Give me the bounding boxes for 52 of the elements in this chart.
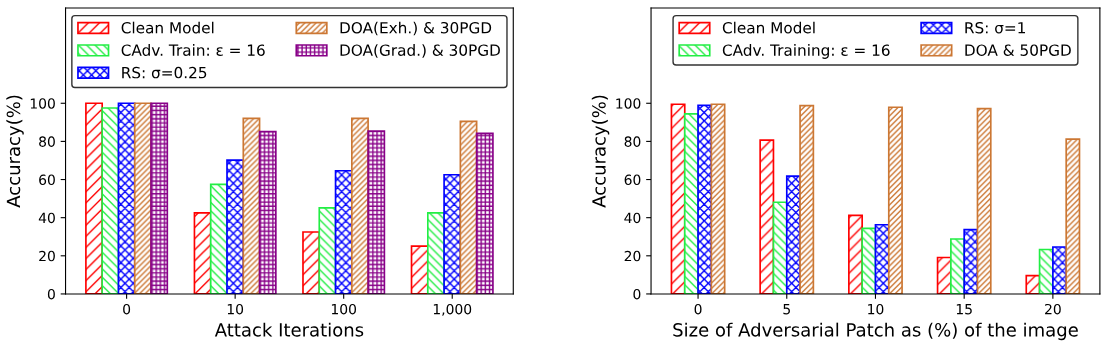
x-tick-label: 0 <box>694 303 702 315</box>
bar <box>350 117 369 294</box>
y-tick-label: 60 <box>624 174 641 186</box>
legend-label: RS: σ=1 <box>965 21 1026 34</box>
bar <box>1065 138 1081 294</box>
y-axis-title: Accuracy(%) <box>591 95 610 208</box>
x-tick-label: 1,000 <box>433 303 472 316</box>
y-tick-label: 60 <box>39 174 55 186</box>
x-tick-label: 20 <box>1045 303 1061 315</box>
legend-label: CAdv. Train: ε = 16 <box>121 44 265 56</box>
bar <box>101 107 120 294</box>
y-tick-label: 20 <box>624 250 641 262</box>
legend-label: DOA(Grad.) & 30PGD <box>340 44 500 58</box>
x-tick-label: 5 <box>783 304 790 315</box>
y-axis-title: Accuracy(%) <box>6 95 24 208</box>
y-tick-label: 80 <box>624 136 641 147</box>
x-tick-label: 0 <box>123 303 131 315</box>
legend-label: Clean Model <box>722 21 815 34</box>
bar <box>150 102 169 294</box>
bar <box>443 173 462 294</box>
x-tick-label: 15 <box>956 304 972 315</box>
bar <box>861 227 877 294</box>
bar <box>799 104 815 294</box>
y-tick-label: 40 <box>624 212 641 224</box>
y-tick-label: 40 <box>38 212 55 224</box>
bar <box>258 130 277 294</box>
bar <box>367 130 386 294</box>
bar <box>697 104 713 294</box>
y-tick-label: 80 <box>39 136 55 147</box>
bar <box>318 207 337 294</box>
bar <box>475 132 494 294</box>
bar <box>710 103 726 294</box>
y-tick-label: 20 <box>39 250 55 262</box>
y-tick-label: 0 <box>47 288 55 300</box>
y-tick-label: 100 <box>30 98 55 109</box>
x-axis-title: Attack Iterations <box>214 322 364 337</box>
bar <box>976 107 992 294</box>
bar <box>759 139 775 294</box>
x-tick-label: 10 <box>868 303 884 315</box>
x-tick-label: 10 <box>227 303 244 315</box>
bar <box>242 117 261 294</box>
y-tick-label: 0 <box>633 288 641 300</box>
legend-label: RS: σ=0.25 <box>122 66 207 79</box>
legend-label: Clean Model <box>121 21 214 34</box>
bar <box>963 228 979 294</box>
legend-label: DOA & 50PGD <box>965 44 1071 56</box>
y-tick-label: 100 <box>616 98 641 109</box>
x-tick-label: 100 <box>331 303 357 315</box>
x-axis-title: Size of Adversarial Patch as (%) of the image <box>673 322 1078 341</box>
legend-label: CAdv. Training: ε = 16 <box>722 44 890 59</box>
legend-label: DOA(Exh.) & 30PGD <box>340 21 492 36</box>
bar <box>887 106 903 294</box>
